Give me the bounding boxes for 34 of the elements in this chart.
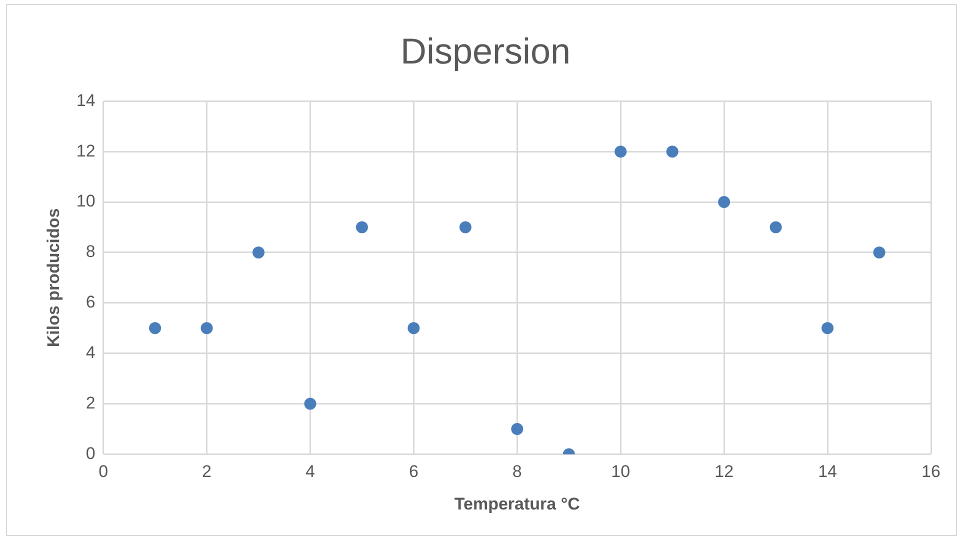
point	[666, 146, 678, 158]
point	[252, 246, 264, 258]
y-tick-label: 6	[86, 292, 96, 312]
y-tick-label: 14	[76, 90, 96, 110]
chart-title: Dispersion	[400, 30, 571, 72]
x-axis-title: Temperatura °C	[454, 494, 580, 514]
y-tick-label: 2	[86, 393, 96, 412]
point	[149, 322, 162, 334]
point	[200, 322, 213, 334]
point	[614, 146, 627, 158]
x-tick-label: 14	[818, 462, 837, 482]
point	[304, 398, 316, 410]
x-tick-label: 16	[922, 462, 940, 482]
y-tick-label: 10	[76, 192, 96, 211]
x-tick-label: 8	[512, 462, 522, 482]
y-tick-label: 4	[86, 343, 96, 362]
y-tick-label: 8	[86, 242, 96, 262]
x-tick-label: 0	[98, 462, 108, 482]
point	[873, 246, 886, 258]
point	[408, 322, 420, 334]
x-tick-label: 6	[408, 462, 418, 482]
y-tick-label: 12	[76, 141, 96, 160]
x-tick-label: 4	[305, 462, 315, 482]
point	[822, 322, 834, 334]
y-tick-label: 0	[86, 444, 96, 463]
x-tick-label: 2	[202, 462, 212, 482]
x-tick-label: 12	[714, 462, 734, 482]
x-tick-label: 10	[611, 462, 630, 482]
point	[718, 196, 730, 208]
point	[511, 422, 524, 435]
point	[770, 221, 782, 234]
point	[356, 221, 368, 234]
point	[459, 221, 472, 234]
y-axis-title: Kilos producidos	[44, 208, 63, 348]
